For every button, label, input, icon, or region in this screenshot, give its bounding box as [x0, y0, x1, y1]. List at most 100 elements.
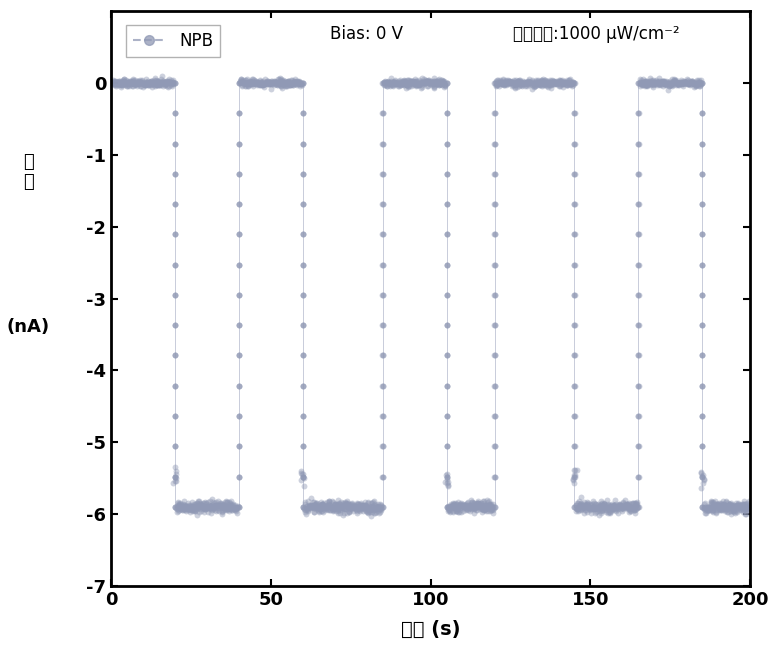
Point [409, 77, 421, 88]
Point [362, 507, 374, 517]
Point [632, 441, 644, 452]
Point [186, 504, 198, 515]
Point [512, 76, 524, 86]
Point [432, 79, 445, 90]
Point [447, 506, 459, 517]
Point [541, 80, 554, 90]
Point [192, 496, 204, 506]
Point [677, 79, 690, 89]
Point [696, 259, 708, 270]
Point [115, 76, 127, 86]
Point [301, 502, 314, 513]
Point [534, 79, 546, 90]
Point [300, 500, 313, 511]
Point [698, 502, 711, 512]
Point [674, 77, 686, 88]
Point [488, 441, 501, 452]
Point [199, 504, 211, 515]
Point [232, 138, 245, 149]
Point [479, 504, 491, 514]
Point [553, 77, 566, 87]
Point [268, 80, 280, 90]
Point [740, 501, 753, 512]
Point [332, 499, 345, 509]
Point [391, 77, 403, 87]
Point [233, 78, 246, 88]
Point [112, 78, 124, 88]
Point [169, 199, 182, 209]
Point [644, 77, 657, 88]
Point [441, 350, 453, 361]
Point [472, 497, 484, 508]
Point [275, 76, 288, 86]
Point [696, 259, 708, 270]
Point [569, 506, 582, 516]
Point [488, 380, 501, 391]
Point [658, 79, 671, 89]
Point [503, 76, 516, 86]
Point [399, 83, 412, 93]
Point [737, 505, 750, 515]
Point [349, 501, 361, 512]
Point [623, 507, 636, 517]
Point [541, 78, 553, 88]
Point [649, 78, 661, 88]
Point [594, 500, 606, 511]
Point [680, 77, 693, 88]
Point [726, 502, 739, 512]
X-axis label: 时间 (s): 时间 (s) [401, 620, 460, 639]
Point [370, 507, 382, 517]
Point [260, 77, 272, 88]
Point [369, 502, 381, 513]
Point [167, 77, 179, 88]
Point [333, 499, 346, 510]
Point [284, 80, 296, 90]
Point [673, 79, 686, 90]
Point [663, 81, 675, 91]
Point [123, 78, 136, 88]
Point [632, 290, 644, 300]
Point [168, 411, 181, 421]
Point [657, 76, 669, 86]
Point [317, 503, 330, 514]
Point [441, 411, 453, 421]
Point [219, 505, 232, 515]
Point [723, 501, 736, 512]
Point [678, 77, 690, 87]
Point [675, 77, 687, 87]
Point [622, 504, 634, 514]
Point [427, 76, 439, 86]
Point [508, 77, 520, 88]
Point [684, 80, 697, 90]
Point [653, 79, 665, 89]
Point [124, 79, 136, 89]
Point [719, 506, 732, 516]
Point [526, 79, 538, 90]
Point [125, 77, 137, 87]
Point [232, 441, 245, 452]
Point [663, 79, 675, 90]
Point [617, 497, 629, 507]
Point [714, 499, 727, 509]
Point [232, 290, 245, 300]
Point [203, 500, 215, 510]
Point [409, 79, 421, 89]
Point [179, 501, 191, 512]
Point [410, 80, 423, 90]
Point [490, 75, 502, 86]
Point [296, 469, 309, 480]
Point [400, 78, 413, 88]
Point [296, 138, 309, 149]
Point [230, 502, 243, 512]
Point [545, 83, 558, 94]
Point [178, 500, 190, 510]
Point [675, 75, 687, 86]
Point [333, 500, 346, 511]
Point [714, 498, 727, 508]
Point [229, 503, 241, 514]
Point [329, 499, 342, 509]
Point [274, 79, 286, 90]
Point [647, 79, 659, 90]
Point [523, 80, 535, 90]
Point [377, 471, 389, 482]
